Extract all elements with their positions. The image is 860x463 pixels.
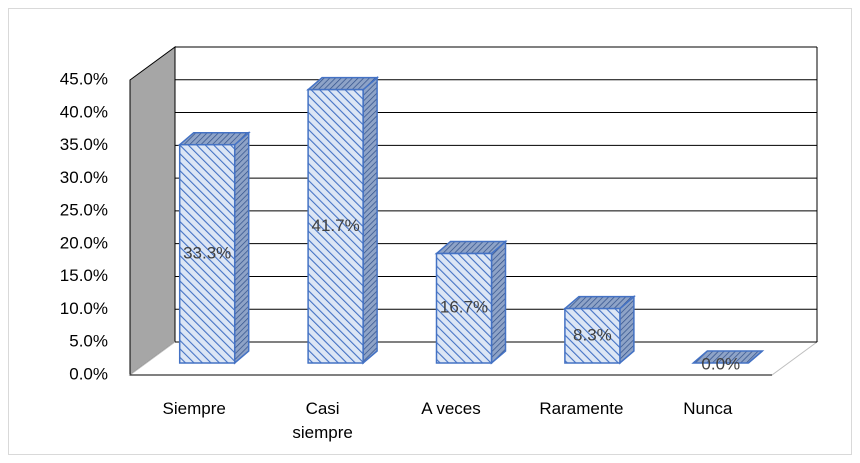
bar [178,143,236,364]
y-tick-label: 45.0% [60,69,108,88]
y-tick-label: 25.0% [60,201,108,220]
x-tick-label: Nunca [683,399,733,418]
bar [564,307,621,364]
x-tick-label: A veces [421,399,481,418]
data-label: 33.3% [183,243,231,262]
data-label: 0.0% [701,354,740,373]
data-label: 8.3% [573,325,612,344]
y-tick-label: 40.0% [60,102,108,121]
bar-top [691,350,765,364]
data-label: 16.7% [440,298,488,317]
y-tick-label: 5.0% [69,332,108,351]
y-tick-label: 20.0% [60,233,108,252]
side-wall [129,46,176,376]
bar [435,252,493,364]
bar-side [362,76,378,365]
x-tick-label: Casi siempre [292,399,353,442]
x-tick-label: Raramente [539,399,624,418]
y-tick-label: 30.0% [60,168,108,187]
data-label: 41.7% [311,216,359,235]
y-tick-label: 0.0% [69,364,108,383]
bar-side [233,131,250,365]
y-tick-label: 35.0% [60,135,108,154]
x-tick-label: Siempre [162,399,226,418]
bar-side [490,239,507,365]
bar [307,88,364,364]
y-tick-label: 15.0% [60,266,108,285]
y-tick-label: 10.0% [60,299,108,318]
